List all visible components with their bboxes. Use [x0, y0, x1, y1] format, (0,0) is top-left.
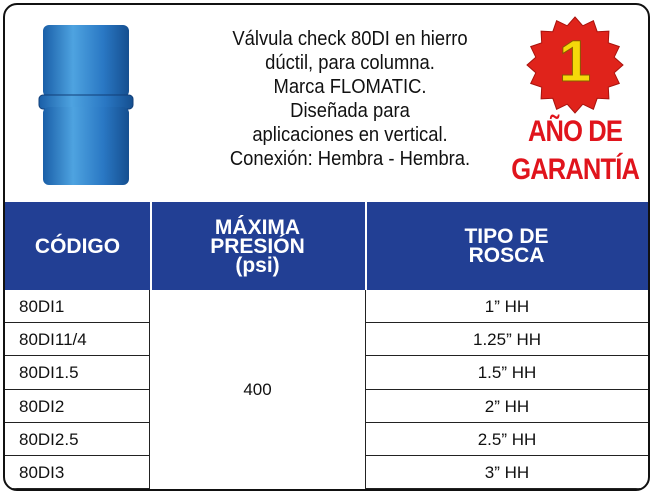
code-cell: 80DI3 — [5, 456, 150, 489]
pressure-cell: 400 — [243, 380, 272, 399]
table-header: CÓDIGO MÁXIMA PRESIÓN (psi) TIPO DE ROSCA — [5, 202, 648, 290]
code-cell: 80DI2.5 — [5, 422, 150, 456]
thread-cell: 1” HH — [365, 290, 648, 324]
code-cell: 80DI2 — [5, 389, 150, 423]
warranty-text: AÑO DE — [527, 115, 623, 148]
description-line: Diseñada para — [290, 100, 410, 122]
column-header: TIPO DE ROSCA — [365, 202, 648, 290]
description-line: aplicaciones en vertical. — [252, 124, 448, 146]
column-header: CÓDIGO — [5, 202, 152, 290]
column-header: MÁXIMA PRESIÓN (psi) — [150, 202, 367, 290]
product-image — [38, 25, 134, 185]
column-header-line: ROSCA — [468, 244, 545, 267]
thread-cell: 3” HH — [365, 456, 648, 489]
description-line: Marca FLOMATIC. — [273, 76, 427, 98]
column-header-line: MÁXIMA — [214, 215, 301, 239]
code-cell: 80DI11/4 — [5, 323, 150, 357]
column-header-line: (psi) — [235, 253, 280, 277]
table-body: 80DI1 1” HH 80DI11/4 1.25” HH 80DI1.5 1.5” HH… — [5, 290, 648, 489]
description-line: dúctil, para columna. — [265, 52, 435, 74]
warranty-badge: 1 — [526, 16, 624, 114]
product-card: Válvula check 80DI en hierro dúctil, para… — [3, 3, 650, 491]
thread-cell: 2.5” HH — [365, 422, 648, 456]
warranty-text: GARANTÍA — [511, 153, 640, 186]
thread-cell: 1.25” HH — [365, 323, 648, 357]
thread-cell: 2” HH — [365, 389, 648, 423]
column-header-line: PRESIÓN — [210, 234, 305, 258]
thread-cell: 1.5” HH — [365, 356, 648, 390]
code-cell: 80DI1.5 — [5, 356, 150, 390]
description: Válvula check 80DI en hierro dúctil, para… — [185, 27, 515, 171]
column-header-line: TIPO DE — [464, 225, 549, 248]
column-header-line: CÓDIGO — [34, 234, 121, 258]
description-line: Válvula check 80DI en hierro — [232, 28, 468, 50]
description-line: Conexión: Hembra - Hembra. — [229, 148, 471, 170]
code-cell: 80DI1 — [5, 290, 150, 324]
badge-number: 1 — [559, 29, 591, 94]
